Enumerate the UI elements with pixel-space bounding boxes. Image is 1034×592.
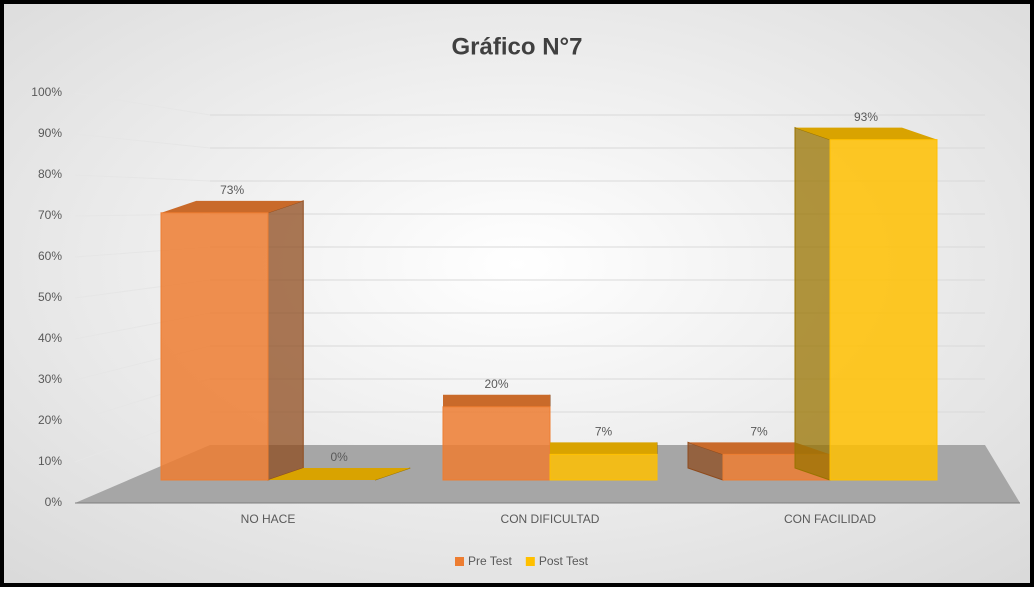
bar — [442, 406, 551, 481]
bar-top — [268, 468, 411, 480]
y-tick-label: 20% — [38, 413, 62, 427]
bar-top — [795, 127, 937, 140]
data-label: 73% — [220, 183, 244, 197]
y-tick-label: 30% — [38, 372, 62, 386]
y-tick-label: 80% — [38, 167, 62, 181]
bar — [549, 453, 658, 481]
y-tick-label: 70% — [38, 208, 62, 222]
legend-swatch — [455, 557, 464, 566]
data-label: 0% — [330, 450, 348, 464]
x-tick-label: NO HACE — [241, 512, 296, 526]
x-tick-label: CON DIFICULTAD — [501, 512, 600, 526]
legend-label: Pre Test — [468, 554, 512, 568]
grid-line — [74, 133, 211, 149]
y-tick-label: 50% — [38, 290, 62, 304]
x-tick-label: CON FACILIDAD — [784, 512, 876, 526]
bar-top — [550, 442, 657, 455]
chart-title: Gráfico N°7 — [452, 33, 583, 60]
legend-swatch — [525, 557, 535, 566]
bar-side — [794, 126, 831, 481]
y-tick-label: 0% — [45, 495, 63, 509]
bar-side — [267, 200, 304, 481]
data-label: 7% — [750, 425, 768, 439]
data-label: 93% — [854, 110, 878, 124]
y-tick-label: 60% — [38, 249, 62, 263]
legend-label: Post Test — [539, 554, 589, 568]
grid-line — [74, 174, 211, 182]
y-tick-label: 100% — [31, 85, 62, 99]
y-tick-label: 10% — [38, 454, 62, 468]
bar-top — [161, 200, 304, 213]
data-label: 7% — [595, 425, 613, 439]
bar — [160, 212, 269, 481]
bar-top — [443, 394, 550, 407]
bar — [829, 139, 938, 481]
grid-line — [74, 92, 211, 116]
y-tick-label: 90% — [38, 126, 62, 140]
y-tick-label: 40% — [38, 331, 62, 345]
data-label: 20% — [484, 377, 508, 391]
